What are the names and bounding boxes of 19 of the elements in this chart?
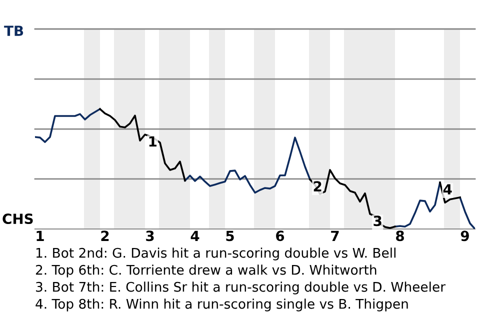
text: 4. Top 8th: R. Winn hit a run-scoring single vs B. Thigpen: [36, 298, 408, 312]
annotation: 2: [314, 181, 322, 192]
annotation: 1: [149, 136, 156, 147]
x-tick-label: 5: [226, 230, 234, 242]
x-tick-label: 6: [276, 230, 284, 242]
x-tick-label: 7: [331, 230, 339, 241]
x-tick-label: 4: [190, 230, 200, 241]
x-tick-label: 3: [146, 230, 154, 242]
annotation: 3: [374, 216, 382, 226]
text: TB: [4, 26, 24, 36]
x-tick-label: 8: [396, 230, 404, 242]
annotation: 4: [443, 184, 452, 194]
text: 1. Bot 2nd: G. Davis hit a run-scoring double vs W. Bell: [36, 248, 396, 260]
x-tick-label: 9: [460, 230, 469, 242]
x-tick-label: 1: [36, 230, 44, 241]
text: CHS: [2, 214, 33, 224]
text: 3. Bot 7th: E. Collins Sr hit a run-scoring double vs D. Wheeler: [36, 282, 446, 294]
x-tick-label: 2: [101, 230, 109, 241]
text: 2. Top 6th: C. Torriente drew a walk vs D. Whitworth: [36, 264, 376, 278]
